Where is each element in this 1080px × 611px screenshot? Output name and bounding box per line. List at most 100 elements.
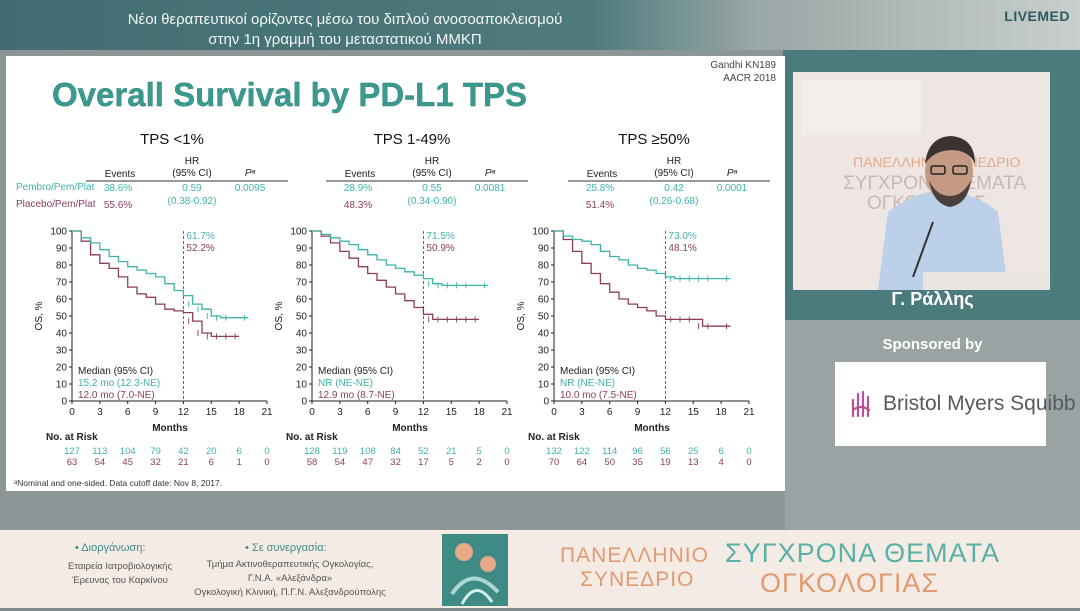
at-risk-placebo: 2 [476, 457, 481, 468]
x-axis-label: Months [152, 423, 188, 434]
y-tick-label: 80 [296, 261, 308, 272]
x-tick-label: 21 [743, 407, 755, 418]
at-risk-placebo: 47 [362, 457, 373, 468]
presentation-title-line2: στην 1η γραμμή του μεταστατικού ΜΜΚΠ [208, 31, 482, 48]
x-tick-label: 9 [393, 407, 399, 418]
collab-heading: • Σε συνεργασία: [245, 542, 327, 554]
col-hr-label: HR [185, 156, 199, 167]
at-risk-placebo: 70 [549, 457, 560, 468]
at-risk-placebo: 50 [604, 457, 615, 468]
pembro-curve [312, 230, 489, 287]
placebo-curve [72, 230, 240, 338]
x-tick-label: 18 [716, 407, 728, 418]
at-risk-label: No. at Risk [46, 432, 98, 443]
at-risk-placebo: 0 [746, 457, 751, 468]
x-tick-label: 15 [688, 407, 700, 418]
y-axis-label: OS, % [516, 301, 527, 330]
col-events-label: Events [345, 169, 376, 180]
at-risk-pembro: 114 [602, 446, 617, 457]
footnote: ᵃNominal and one-sided. Data cutoff date… [14, 478, 222, 488]
at-risk-pembro: 104 [120, 446, 136, 457]
at-risk-pembro: 5 [476, 446, 481, 457]
x-tick-label: 6 [125, 407, 131, 418]
sponsor-logo-box: Bristol Myers Squibb [835, 362, 1076, 446]
x-axis-label: Months [634, 423, 670, 434]
y-tick-label: 30 [296, 346, 308, 357]
pembro-p-value: 0.0095 [235, 183, 266, 194]
pembro-hr: 0.55 [422, 183, 442, 194]
x-tick-label: 0 [551, 407, 557, 418]
footer: • Διοργάνωση: Εταιρεία Ιατροβιολογικής Έ… [0, 530, 1080, 608]
livemed-logo: LIVEMED [1004, 8, 1070, 24]
at-risk-pembro: 132 [546, 446, 562, 457]
pembro-events: 38.6% [104, 183, 132, 194]
placebo-landmark: 50.9% [426, 243, 454, 254]
arm1-label: Pembro/Pem/Plat [16, 182, 95, 193]
pembro-events: 28.9% [344, 183, 372, 194]
collab-line3: Ογκολογική Κλινική, Π.Γ.Ν. Αλεξανδρούπολ… [194, 587, 386, 598]
median-legend-title: Median (95% CI) [318, 366, 393, 377]
at-risk-placebo: 4 [718, 457, 723, 468]
at-risk-placebo: 63 [67, 457, 78, 468]
y-tick-label: 50 [296, 312, 308, 323]
col-p-label: Pᵃ [245, 168, 256, 179]
conference-logo-icon [442, 534, 508, 606]
pembro-median: NR (NE-NE) [318, 378, 373, 389]
panel-title: TPS 1-49% [374, 131, 451, 148]
y-tick-label: 0 [301, 397, 307, 408]
pembro-hr: 0.42 [664, 183, 684, 194]
y-tick-label: 20 [296, 363, 308, 374]
col-hr-ci-label: (95% CI) [654, 168, 693, 179]
organizer-heading: • Διοργάνωση: [75, 542, 146, 554]
panel-title: TPS <1% [140, 131, 204, 148]
conf-line1: ΠΑΝΕΛΛΗΝΙΟ [560, 544, 709, 567]
conf-line2: ΣΥΝΕΔΡΙΟ [580, 568, 695, 591]
panel-title: TPS ≥50% [618, 131, 690, 148]
y-tick-label: 40 [538, 329, 550, 340]
at-risk-pembro: 128 [304, 446, 320, 457]
at-risk-pembro: 113 [92, 446, 107, 457]
collab-text: Τμήμα Ακτινοθεραπευτικής Ογκολογίας, Γ.Ν… [180, 558, 400, 600]
col-p-label: Pᵃ [485, 168, 496, 179]
at-risk-placebo: 5 [449, 457, 454, 468]
pembro-curve [554, 230, 731, 280]
y-tick-label: 60 [538, 295, 550, 306]
at-risk-pembro: 25 [688, 446, 699, 457]
y-tick-label: 60 [296, 295, 308, 306]
y-tick-label: 0 [543, 397, 549, 408]
citation-line2: AACR 2018 [723, 73, 776, 84]
y-tick-label: 80 [538, 261, 550, 272]
speaker-video: ΠΑΝΕΛΛΗΝΙΟ ΣΥΝΕΔΡΙΟ ΣΥΓΧΡΟΝΑ ΘΕΜΑΤΑ ΟΓΚΟ… [793, 72, 1050, 290]
placebo-curve [312, 230, 480, 321]
slide: Overall Survival by PD-L1 TPS Gandhi KN1… [6, 56, 785, 491]
median-legend-title: Median (95% CI) [78, 366, 153, 377]
organizer-text: Εταιρεία Ιατροβιολογικής Έρευνας του Καρ… [30, 560, 210, 588]
sponsored-label: Sponsored by [882, 336, 983, 353]
pembro-hr-ci: (0.26-0.68) [650, 196, 699, 207]
at-risk-placebo: 13 [688, 457, 699, 468]
y-tick-label: 90 [56, 244, 68, 255]
speaker-name: Γ. Ράλλης [891, 289, 974, 309]
chart-panel-3: TPS ≥50% Events HR(95% CI) Pᵃ 25.8% 0.42 (0.26… [516, 131, 770, 468]
y-tick-label: 50 [56, 312, 68, 323]
at-risk-pembro: 84 [390, 446, 401, 457]
at-risk-placebo: 6 [209, 457, 214, 468]
y-tick-label: 70 [296, 278, 308, 289]
at-risk-placebo: 21 [178, 457, 189, 468]
y-tick-label: 90 [538, 244, 550, 255]
at-risk-placebo: 19 [660, 457, 671, 468]
y-tick-label: 80 [56, 261, 68, 272]
placebo-curve [554, 230, 731, 327]
x-tick-label: 12 [418, 407, 430, 418]
x-tick-label: 18 [234, 407, 246, 418]
placebo-median: 12.9 mo (8.7-NE) [318, 390, 395, 401]
at-risk-placebo: 64 [577, 457, 588, 468]
conf-line4: ΟΓΚΟΛΟΓΙΑΣ [760, 568, 940, 598]
at-risk-pembro: 52 [418, 446, 429, 457]
x-tick-label: 12 [660, 407, 672, 418]
header-band [0, 0, 1080, 50]
col-hr-ci-label: (95% CI) [172, 168, 211, 179]
y-tick-label: 100 [50, 227, 67, 238]
pembro-p-value: 0.0081 [475, 183, 506, 194]
